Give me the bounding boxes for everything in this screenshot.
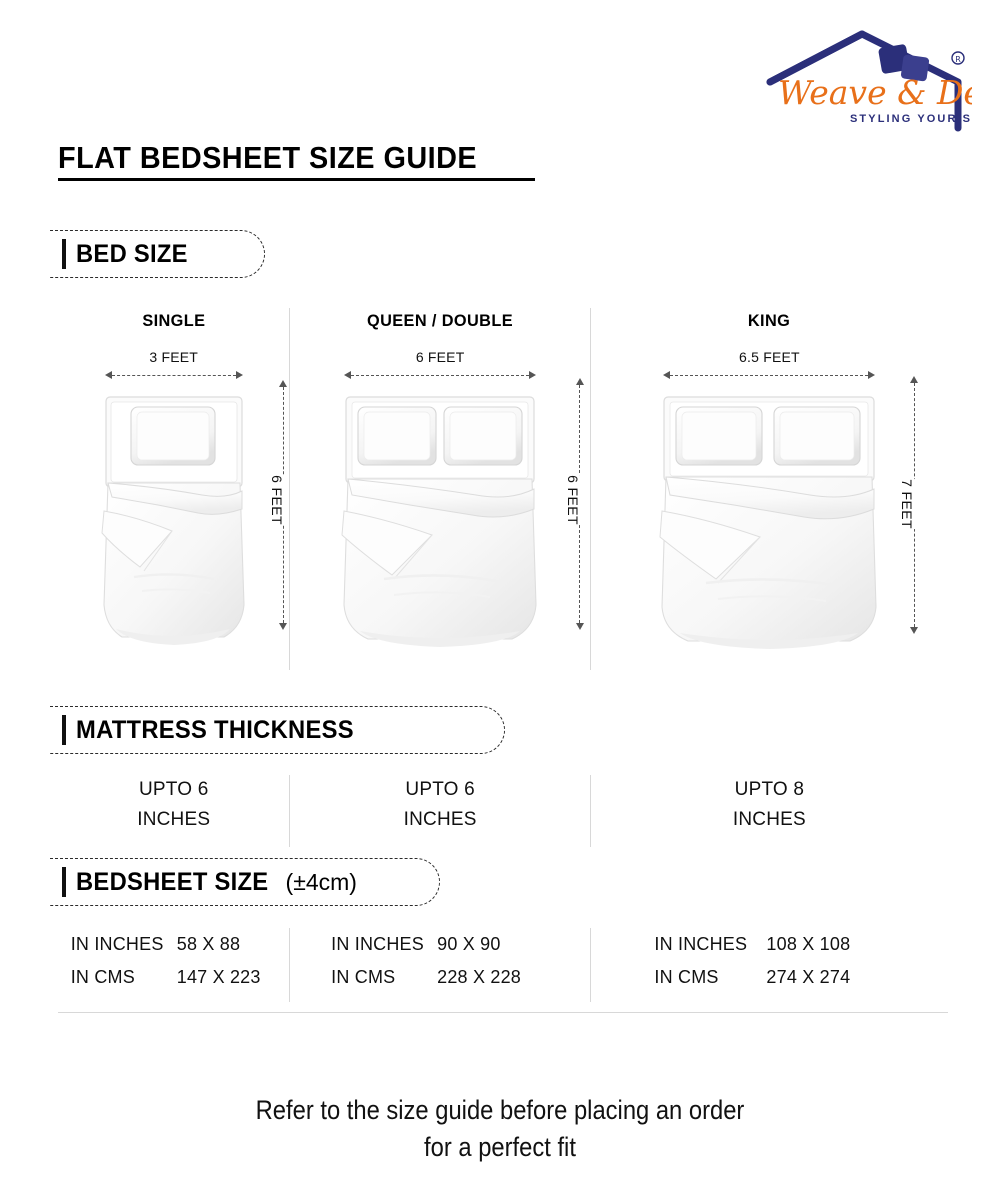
mattress-value-line2: INCHES — [137, 809, 211, 830]
section-label: MATTRESS THICKNESS — [76, 715, 354, 744]
page-title: FLAT BEDSHEET SIZE GUIDE — [58, 140, 478, 175]
mattress-value-line2: INCHES — [403, 809, 477, 830]
width-dimension-arrow — [663, 369, 876, 381]
brand-name: Weave & Decor — [778, 73, 972, 112]
size-key: IN INCHES — [654, 934, 748, 954]
width-label: 6 FEET — [415, 349, 465, 365]
length-label: 6 FEET — [562, 475, 583, 525]
size-row-inches: IN INCHES 108 X 108 — [591, 928, 948, 961]
bed-illustration-king — [654, 391, 884, 657]
size-key: IN CMS — [331, 967, 396, 987]
column-divider — [589, 928, 591, 1002]
size-value: 228 X 228 — [437, 967, 522, 987]
width-label: 6.5 FEET — [739, 349, 800, 365]
mattress-king: UPTO 8 INCHES — [591, 775, 948, 847]
mattress-value-line1: UPTO 6 — [405, 779, 475, 800]
badge-accent-bar — [62, 715, 66, 745]
registered-mark-icon: R — [951, 51, 965, 65]
mattress-thickness-values: UPTO 6 INCHES UPTO 6 INCHES UPTO 8 INCHE… — [58, 775, 948, 847]
section-tolerance: (±4cm) — [285, 868, 357, 895]
width-label: 3 FEET — [149, 349, 199, 365]
section-label: BEDSHEET SIZE — [76, 867, 269, 896]
bed-illustration-queen — [336, 391, 544, 653]
bedsheet-king: IN INCHES 108 X 108 IN CMS 274 X 274 — [591, 928, 948, 1002]
width-dimension-arrow — [344, 369, 537, 381]
title-underline — [58, 178, 535, 181]
section-badge-bed-size: BED SIZE — [50, 230, 265, 278]
length-label: 7 FEET — [897, 479, 918, 529]
column-header: QUEEN / DOUBLE — [367, 311, 514, 330]
svg-text:R: R — [955, 55, 961, 64]
size-key: IN CMS — [654, 967, 719, 987]
size-row-cms: IN CMS 228 X 228 — [290, 961, 589, 994]
length-label: 6 FEET — [266, 475, 287, 525]
section-badge-mattress-thickness: MATTRESS THICKNESS — [50, 706, 505, 754]
size-key: IN CMS — [70, 967, 135, 987]
column-king: KING 6.5 FEET — [591, 298, 948, 670]
badge-accent-bar — [62, 239, 66, 269]
column-single: SINGLE 3 FEET — [58, 298, 289, 670]
column-divider — [289, 775, 291, 847]
column-header: SINGLE — [142, 311, 206, 330]
bedsheet-size-values: IN INCHES 58 X 88 IN CMS 147 X 223 IN IN… — [58, 928, 948, 1002]
column-queen: QUEEN / DOUBLE 6 FEET — [290, 298, 589, 670]
brand-logo: R Weave & Decor STYLING YOUR SPACE — [762, 24, 972, 134]
size-row-inches: IN INCHES 90 X 90 — [290, 928, 589, 961]
column-divider — [589, 308, 591, 670]
bed-size-columns: SINGLE 3 FEET — [58, 298, 948, 670]
size-value: 274 X 274 — [766, 967, 851, 987]
size-value: 90 X 90 — [437, 934, 501, 954]
size-key: IN INCHES — [331, 934, 424, 954]
size-row-cms: IN CMS 274 X 274 — [591, 961, 948, 994]
bed-illustration-single — [98, 391, 250, 653]
footer-line-2: for a perfect fit — [424, 1132, 576, 1162]
footer-note: Refer to the size guide before placing a… — [60, 1092, 940, 1166]
size-row-cms: IN CMS 147 X 223 — [58, 961, 289, 994]
bedsheet-single: IN INCHES 58 X 88 IN CMS 147 X 223 — [58, 928, 289, 1002]
footer-line-1: Refer to the size guide before placing a… — [255, 1095, 745, 1125]
section-badge-bedsheet-size: BEDSHEET SIZE (±4cm) — [50, 858, 440, 906]
column-divider — [589, 775, 591, 847]
column-header: KING — [748, 311, 791, 330]
column-divider — [289, 928, 291, 1002]
width-dimension-arrow — [104, 369, 243, 381]
section-label: BED SIZE — [76, 239, 188, 268]
bedsheet-queen: IN INCHES 90 X 90 IN CMS 228 X 228 — [290, 928, 589, 1002]
size-row-inches: IN INCHES 58 X 88 — [58, 928, 289, 961]
size-value: 108 X 108 — [766, 934, 851, 954]
brand-tagline: STYLING YOUR SPACE — [850, 113, 972, 125]
size-value: 147 X 223 — [176, 967, 261, 987]
pillow-icon — [878, 44, 930, 82]
mattress-value-line2: INCHES — [732, 809, 806, 830]
section-divider — [58, 1012, 948, 1013]
mattress-single: UPTO 6 INCHES — [58, 775, 289, 847]
size-key: IN INCHES — [70, 934, 164, 954]
mattress-queen: UPTO 6 INCHES — [290, 775, 589, 847]
mattress-value-line1: UPTO 6 — [139, 779, 209, 800]
size-value: 58 X 88 — [176, 934, 241, 954]
column-divider — [289, 308, 291, 670]
mattress-value-line1: UPTO 8 — [734, 779, 805, 800]
badge-accent-bar — [62, 867, 66, 897]
